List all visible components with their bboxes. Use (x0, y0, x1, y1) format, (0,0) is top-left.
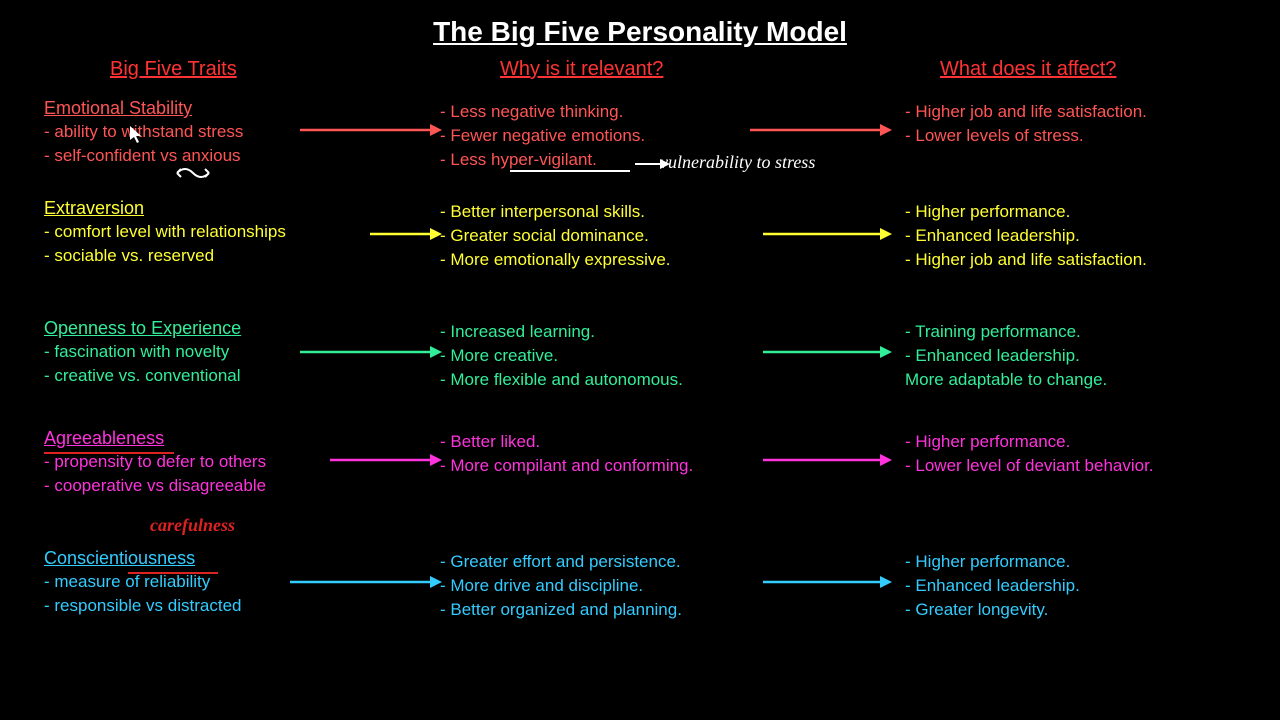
trait-effect-item: More adaptable to change. (905, 370, 1107, 390)
trait-relevance-item: - Better liked. (440, 432, 540, 452)
trait-description-item: - measure of reliability (44, 572, 210, 592)
trait-relevance-item: - Fewer negative emotions. (440, 126, 645, 146)
underline-conscientiousness (128, 572, 218, 574)
trait-description-item: - sociable vs. reserved (44, 246, 214, 266)
trait-relevance-item: - Greater effort and persistence. (440, 552, 681, 572)
arrow-icon (290, 572, 444, 592)
trait-effect-item: - Training performance. (905, 322, 1081, 342)
column-header-relevant: Why is it relevant? (500, 58, 663, 81)
trait-effect-item: - Higher job and life satisfaction. (905, 250, 1147, 270)
trait-title: Conscientiousness (44, 548, 195, 569)
annotation-arrow-icon (635, 154, 672, 174)
trait-effect-item: - Enhanced leadership. (905, 226, 1080, 246)
trait-title: Emotional Stability (44, 98, 192, 119)
trait-relevance-item: - More drive and discipline. (440, 576, 643, 596)
annotation-carefulness: carefulness (150, 515, 235, 536)
cursor-icon (130, 126, 146, 146)
page-title: The Big Five Personality Model (433, 16, 847, 48)
trait-effect-item: - Greater longevity. (905, 600, 1048, 620)
annotation-vulnerability: vulnerability to stress (660, 152, 815, 173)
trait-description-item: - propensity to defer to others (44, 452, 266, 472)
trait-relevance-item: - More emotionally expressive. (440, 250, 671, 270)
trait-description-item: - cooperative vs disagreeable (44, 476, 266, 496)
trait-effect-item: - Higher job and life satisfaction. (905, 102, 1147, 122)
column-header-traits: Big Five Traits (110, 58, 237, 81)
underline-hyper-vigilant (510, 170, 630, 172)
trait-effect-item: - Lower levels of stress. (905, 126, 1084, 146)
trait-description-item: - self-confident vs anxious (44, 146, 241, 166)
trait-effect-item: - Higher performance. (905, 202, 1070, 222)
trait-title: Openness to Experience (44, 318, 241, 339)
trait-relevance-item: - Less negative thinking. (440, 102, 623, 122)
trait-description-item: - comfort level with relationships (44, 222, 286, 242)
arrow-icon (330, 450, 444, 470)
arrow-icon (300, 120, 444, 140)
trait-description-item: - fascination with novelty (44, 342, 229, 362)
trait-effect-item: - Higher performance. (905, 432, 1070, 452)
arrow-icon (763, 342, 894, 362)
trait-relevance-item: - Better interpersonal skills. (440, 202, 645, 222)
arrow-icon (763, 224, 894, 244)
trait-relevance-item: - More creative. (440, 346, 558, 366)
trait-relevance-item: - More compilant and conforming. (440, 456, 693, 476)
trait-effect-item: - Enhanced leadership. (905, 576, 1080, 596)
trait-relevance-item: - Greater social dominance. (440, 226, 649, 246)
trait-relevance-item: - Increased learning. (440, 322, 595, 342)
column-header-affect: What does it affect? (940, 58, 1116, 81)
trait-title: Agreeableness (44, 428, 164, 449)
arrow-icon (763, 572, 894, 592)
trait-relevance-item: - Less hyper-vigilant. (440, 150, 597, 170)
trait-relevance-item: - More flexible and autonomous. (440, 370, 683, 390)
trait-effect-item: - Enhanced leadership. (905, 346, 1080, 366)
arrow-icon (750, 120, 894, 140)
trait-title: Extraversion (44, 198, 144, 219)
trait-description-item: - responsible vs distracted (44, 596, 241, 616)
trait-effect-item: - Higher performance. (905, 552, 1070, 572)
arrow-icon (370, 224, 444, 244)
trait-description-item: - creative vs. conventional (44, 366, 241, 386)
arrow-icon (300, 342, 444, 362)
squiggle-anxious-icon (175, 165, 235, 185)
arrow-icon (763, 450, 894, 470)
trait-relevance-item: - Better organized and planning. (440, 600, 682, 620)
underline-agreeableness (44, 452, 174, 454)
trait-effect-item: - Lower level of deviant behavior. (905, 456, 1154, 476)
